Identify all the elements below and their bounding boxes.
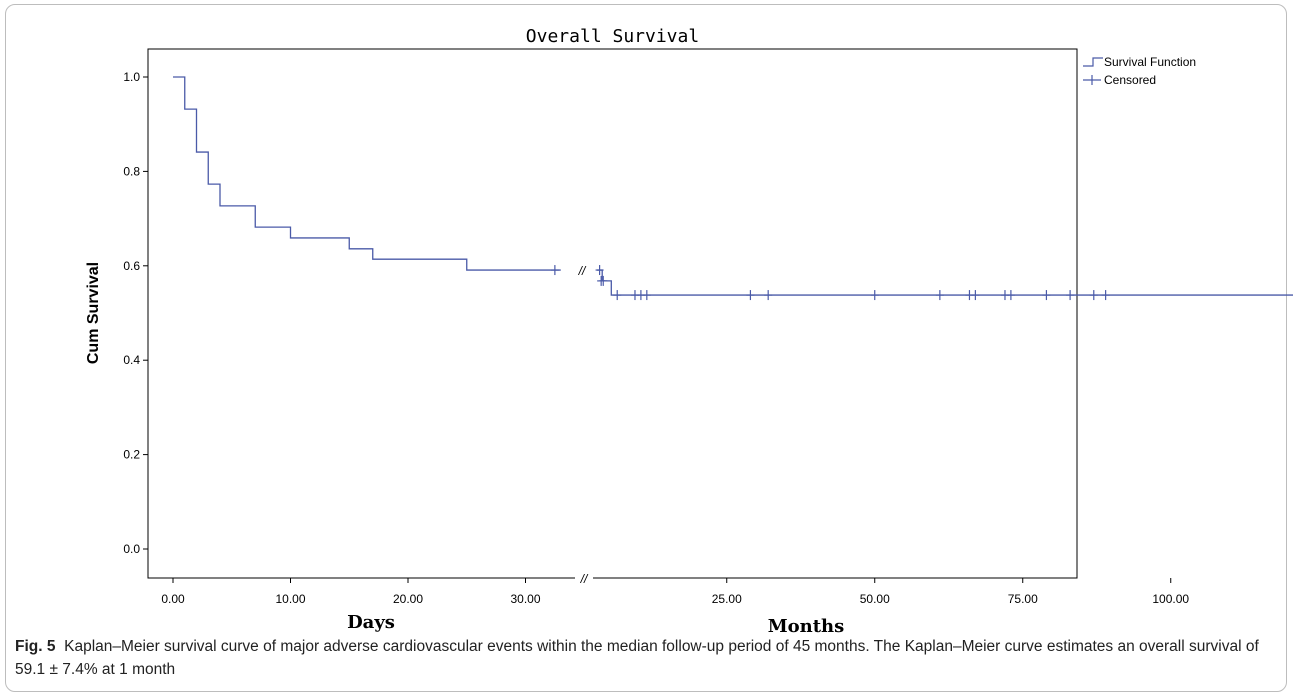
caption-text: Kaplan–Meier survival curve of major adv… [15,638,1259,678]
y-axis-label: Cum Survival [85,262,102,364]
x-tick-label-months: 100.00 [1152,592,1189,606]
x-axis-label-days: Days [347,612,395,633]
x-axis-label-months: Months [768,616,845,635]
legend-survival-swatch [1083,57,1103,67]
curve-break: // [578,264,587,278]
figure-caption: Fig. 5 Kaplan–Meier survival curve of ma… [15,635,1270,681]
x-axis-break: // [580,572,589,586]
legend-censored-label: Censored [1104,73,1156,87]
x-tick-label-months: 25.00 [712,592,742,606]
caption-label: Fig. 5 [15,638,56,655]
x-tick-label-days: 20.00 [393,592,423,606]
y-tick-label: 0.6 [123,259,140,273]
y-tick-label: 0.4 [123,353,140,367]
legend-survival-label: Survival Function [1104,55,1196,69]
x-tick-label-days: 30.00 [510,592,540,606]
chart-title: Overall Survival [526,26,699,47]
x-tick-label-months: 50.00 [860,592,890,606]
survival-curve-segment [173,76,561,271]
x-tick-label-days: 0.00 [161,592,185,606]
survival-chart: Overall Survival 0.0 0.2 0.4 0.6 0.8 1.0 Cum Su… [85,26,1293,635]
axis-break-mask [575,574,593,582]
y-tick-label: 0.2 [123,448,140,462]
x-tick-label-months: 75.00 [1008,592,1038,606]
plot-area [147,48,1078,579]
y-tick-label: 0.8 [123,164,140,178]
x-tick-label-days: 10.00 [275,592,305,606]
y-tick-label: 1.0 [123,70,140,84]
y-tick-label: 0.0 [123,542,140,556]
curve-break-mask [572,264,592,277]
